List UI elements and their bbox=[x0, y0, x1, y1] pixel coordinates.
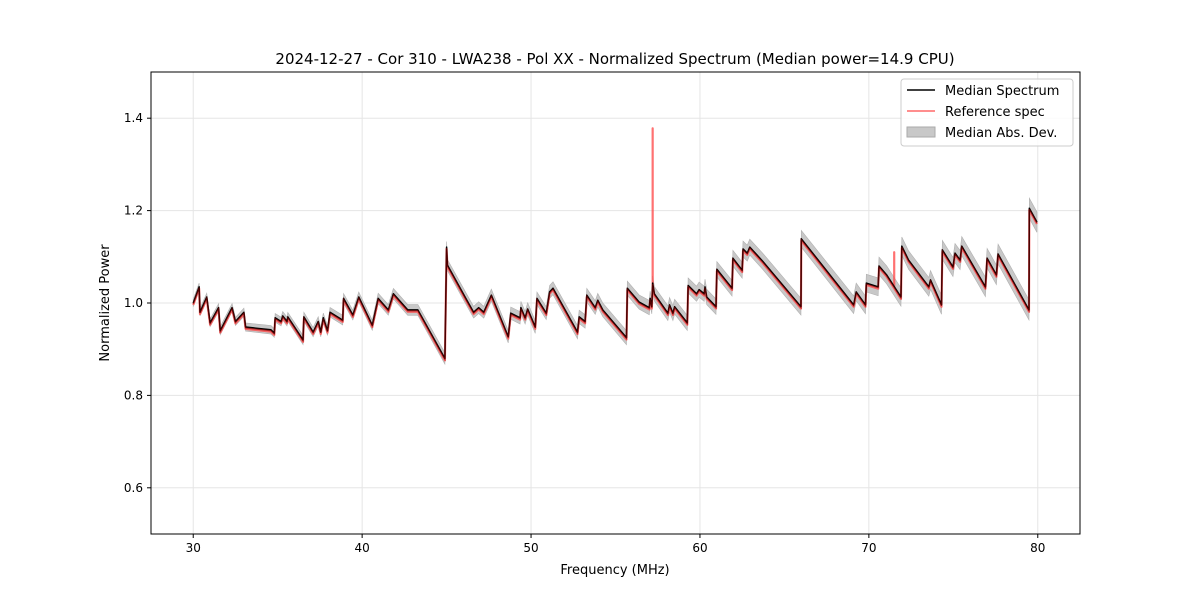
axis-ticks: 30 40 50 60 70 80 0.6 0.8 1.0 1.2 1.4 bbox=[124, 111, 1046, 555]
legend-reference-label: Reference spec bbox=[945, 105, 1045, 120]
y-tick-label: 0.6 bbox=[124, 481, 143, 495]
legend-mad-swatch bbox=[906, 126, 936, 138]
grid bbox=[151, 72, 1080, 534]
x-tick-label: 30 bbox=[186, 541, 201, 555]
legend-mad-label: Median Abs. Dev. bbox=[945, 126, 1057, 141]
y-tick-label: 0.8 bbox=[124, 388, 143, 402]
x-tick-label: 70 bbox=[861, 541, 876, 555]
x-axis-label: Frequency (MHz) bbox=[560, 563, 669, 578]
x-tick-label: 50 bbox=[523, 541, 538, 555]
y-axis-label: Normalized Power bbox=[98, 244, 113, 362]
legend: Median Spectrum Reference spec Median Ab… bbox=[900, 78, 1074, 147]
mad-band bbox=[192, 197, 1038, 366]
x-tick-label: 80 bbox=[1030, 541, 1045, 555]
overlap-line bbox=[192, 208, 1038, 362]
series-lines bbox=[192, 127, 1038, 362]
y-tick-label: 1.4 bbox=[124, 111, 143, 125]
legend-median-label: Median Spectrum bbox=[945, 84, 1059, 99]
median-spectrum-line bbox=[192, 207, 1038, 360]
legend-box bbox=[900, 78, 1074, 147]
y-tick-label: 1.2 bbox=[124, 204, 143, 218]
x-tick-label: 60 bbox=[692, 541, 707, 555]
x-tick-label: 40 bbox=[354, 541, 369, 555]
y-tick-label: 1.0 bbox=[124, 296, 143, 310]
mad-band-area bbox=[192, 197, 1038, 366]
chart-title: 2024-12-27 - Cor 310 - LWA238 - Pol XX -… bbox=[275, 50, 954, 68]
